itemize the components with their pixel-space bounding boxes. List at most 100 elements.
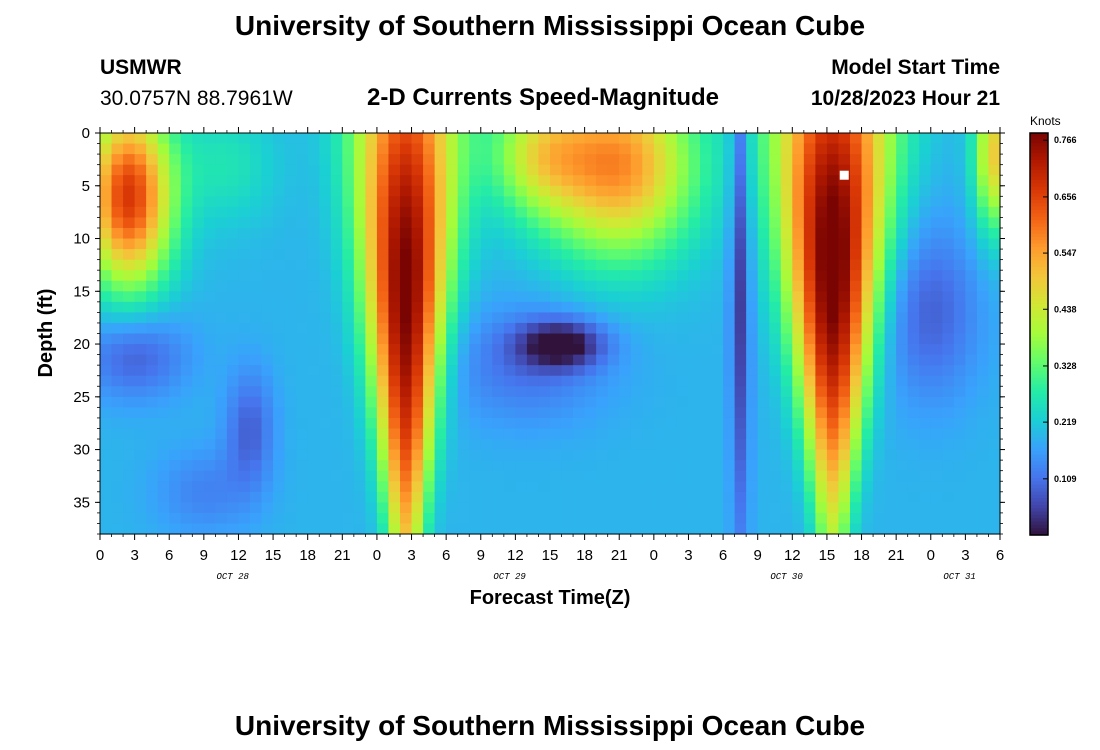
heatmap-cell [434,407,447,419]
heatmap-cell [400,196,413,208]
heatmap-cell [757,154,770,166]
heatmap-cell [146,396,159,408]
heatmap-cell [711,217,724,229]
heatmap-cell [596,175,609,187]
heatmap-cell [342,512,355,525]
heatmap-cell [353,439,366,451]
heatmap-cell [411,206,424,219]
heatmap-cell [515,417,528,430]
heatmap-cell [526,312,540,324]
heatmap-cell [226,481,240,493]
heatmap-cell [376,291,390,303]
heatmap-cell [434,491,447,503]
heatmap-cell [769,238,782,250]
heatmap-cell [607,249,620,261]
heatmap-cell [803,365,816,377]
heatmap-cell [584,491,597,503]
heatmap-cell [284,417,297,430]
heatmap-cell [469,291,482,303]
heatmap-cell [907,386,920,398]
heatmap-cell [400,428,413,440]
heatmap-cell [734,502,747,514]
heatmap-cell [434,386,447,398]
heatmap-cell [826,249,840,261]
heatmap-cell [180,365,193,377]
heatmap-cell [642,322,655,335]
heatmap-cell [792,175,805,187]
heatmap-cell [215,238,228,250]
heatmap-cell [711,417,724,430]
heatmap-cell [226,365,240,377]
heatmap-cell [907,417,920,430]
heatmap-cell [538,312,551,324]
heatmap-cell [976,344,990,356]
heatmap-cell [792,322,805,335]
heatmap-cell [411,512,424,525]
colorbar-segment [1030,216,1048,221]
heatmap-cell [884,312,897,324]
heatmap-cell [123,439,136,451]
heatmap-cell [146,375,159,387]
heatmap-cell [134,365,147,377]
heatmap-cell [930,154,943,166]
heatmap-cell [307,375,320,387]
heatmap-cell [630,143,643,155]
heatmap-cell [157,175,170,187]
heatmap-cell [423,333,436,345]
heatmap-cell [526,417,540,430]
heatmap-cell [815,460,828,472]
heatmap-cell [700,312,713,324]
heatmap-cell [296,133,309,145]
heatmap-cell [619,470,632,482]
heatmap-cell [826,217,840,229]
heatmap-cell [884,217,897,229]
heatmap-cell [550,407,563,419]
heatmap-cell [157,238,170,250]
heatmap-cell [330,196,343,208]
heatmap-cell [480,164,493,176]
heatmap-cell [526,280,540,292]
colorbar-segment [1030,531,1048,536]
heatmap-cell [123,460,136,472]
heatmap-cell [388,164,401,176]
heatmap-cell [665,333,678,345]
heatmap-cell [653,154,666,166]
heatmap-cell [596,491,609,503]
heatmap-cell [550,238,563,250]
colorbar-segment [1030,290,1048,295]
heatmap-cell [250,291,263,303]
heatmap-cell [538,386,551,398]
heatmap-cell [630,270,643,282]
heatmap-cell [642,291,655,303]
heatmap-cell [261,428,274,440]
heatmap-cell [192,523,205,535]
heatmap-cell [273,312,286,324]
heatmap-cell [100,164,113,176]
heatmap-cell [642,270,655,282]
heatmap-cell [307,227,320,240]
heatmap-cell [515,291,528,303]
heatmap-cell [642,312,655,324]
heatmap-cell [319,301,332,313]
heatmap-cell [111,417,124,430]
heatmap-cell [746,249,759,261]
heatmap-cell [976,206,990,219]
heatmap-cell [388,407,401,419]
heatmap-cell [169,133,182,145]
heatmap-cell [711,428,724,440]
heatmap-cell [215,133,228,145]
colorbar-segment [1030,277,1048,281]
heatmap-cell [226,375,240,387]
heatmap-cell [711,396,724,408]
colorbar-segment [1030,334,1048,338]
heatmap-cell [746,407,759,419]
heatmap-cell [469,185,482,197]
heatmap-cell [907,354,920,366]
heatmap-cell [815,196,828,208]
heatmap-cell [169,259,182,271]
heatmap-cell [630,154,643,166]
heatmap-cell [769,365,782,377]
heatmap-cell [238,196,251,208]
heatmap-cell [665,460,678,472]
heatmap-cell [803,470,816,482]
